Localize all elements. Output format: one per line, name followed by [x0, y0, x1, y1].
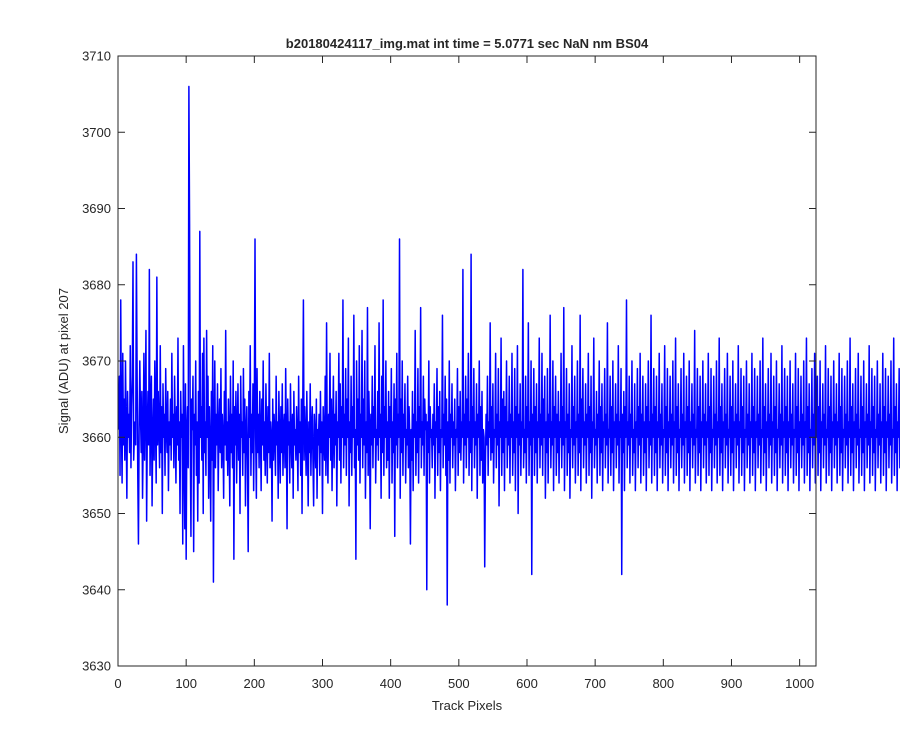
plot-area-background [118, 56, 816, 666]
y-tick-label-3650: 3650 [82, 506, 111, 521]
y-tick-label-3640: 3640 [82, 582, 111, 597]
x-tick-label-700: 700 [584, 676, 606, 691]
y-tick-label-3660: 3660 [82, 430, 111, 445]
y-tick-label-3680: 3680 [82, 277, 111, 292]
x-tick-label-600: 600 [516, 676, 538, 691]
y-tick-label-3710: 3710 [82, 49, 111, 64]
y-tick-label-3700: 3700 [82, 125, 111, 140]
x-tick-label-400: 400 [380, 676, 402, 691]
x-tick-label-100: 100 [175, 676, 197, 691]
y-tick-label-3670: 3670 [82, 354, 111, 369]
x-axis-label: Track Pixels [432, 698, 503, 713]
x-tick-label-300: 300 [312, 676, 334, 691]
y-axis-label: Signal (ADU) at pixel 207 [56, 288, 71, 434]
x-tick-label-900: 900 [721, 676, 743, 691]
chart-title: b20180424117_img.mat int time = 5.0771 s… [286, 36, 649, 51]
y-tick-label-3690: 3690 [82, 201, 111, 216]
y-tick-label-3630: 3630 [82, 659, 111, 674]
x-tick-label-500: 500 [448, 676, 470, 691]
x-axis-ticks: 0 100 200 300 400 500 600 700 800 900 1000 [114, 56, 814, 691]
y-axis-ticks: 3630 3640 3650 3660 3670 3680 3690 3700 3710 [82, 49, 816, 674]
x-tick-label-0: 0 [114, 676, 121, 691]
x-tick-label-1000: 1000 [785, 676, 814, 691]
x-tick-label-800: 800 [652, 676, 674, 691]
x-tick-label-200: 200 [243, 676, 265, 691]
